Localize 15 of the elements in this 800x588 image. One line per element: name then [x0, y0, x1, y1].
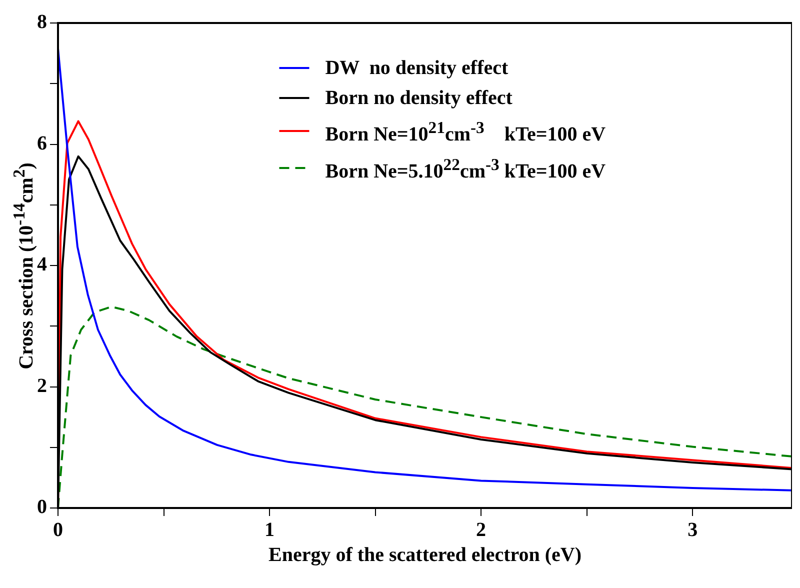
- x-axis-title: Energy of the scattered electron (eV): [268, 544, 582, 567]
- y-tick-label: 0: [37, 496, 47, 518]
- y-tick-label: 6: [37, 132, 47, 154]
- text: Born Ne=10$^{21}$cm$^{-3}$ kTe=100 eV: [325, 118, 606, 146]
- y-tick-label: 8: [37, 11, 47, 34]
- y-tick-label: 2: [37, 374, 47, 397]
- legend-label: Born no density effect: [325, 86, 512, 111]
- x-tick-label: 1: [264, 519, 275, 542]
- legend-label: Born Ne=5.10$^{22}$cm$^{-3}$ kTe=100 eV: [325, 154, 606, 184]
- y-tick-label: 4: [37, 254, 47, 276]
- x-tick-label: 0: [53, 519, 63, 542]
- x-tick-label: 2: [476, 519, 486, 542]
- line-series: [58, 306, 792, 508]
- x-tick-label: 3: [688, 519, 698, 542]
- legend-label: DW no density effect: [325, 56, 508, 81]
